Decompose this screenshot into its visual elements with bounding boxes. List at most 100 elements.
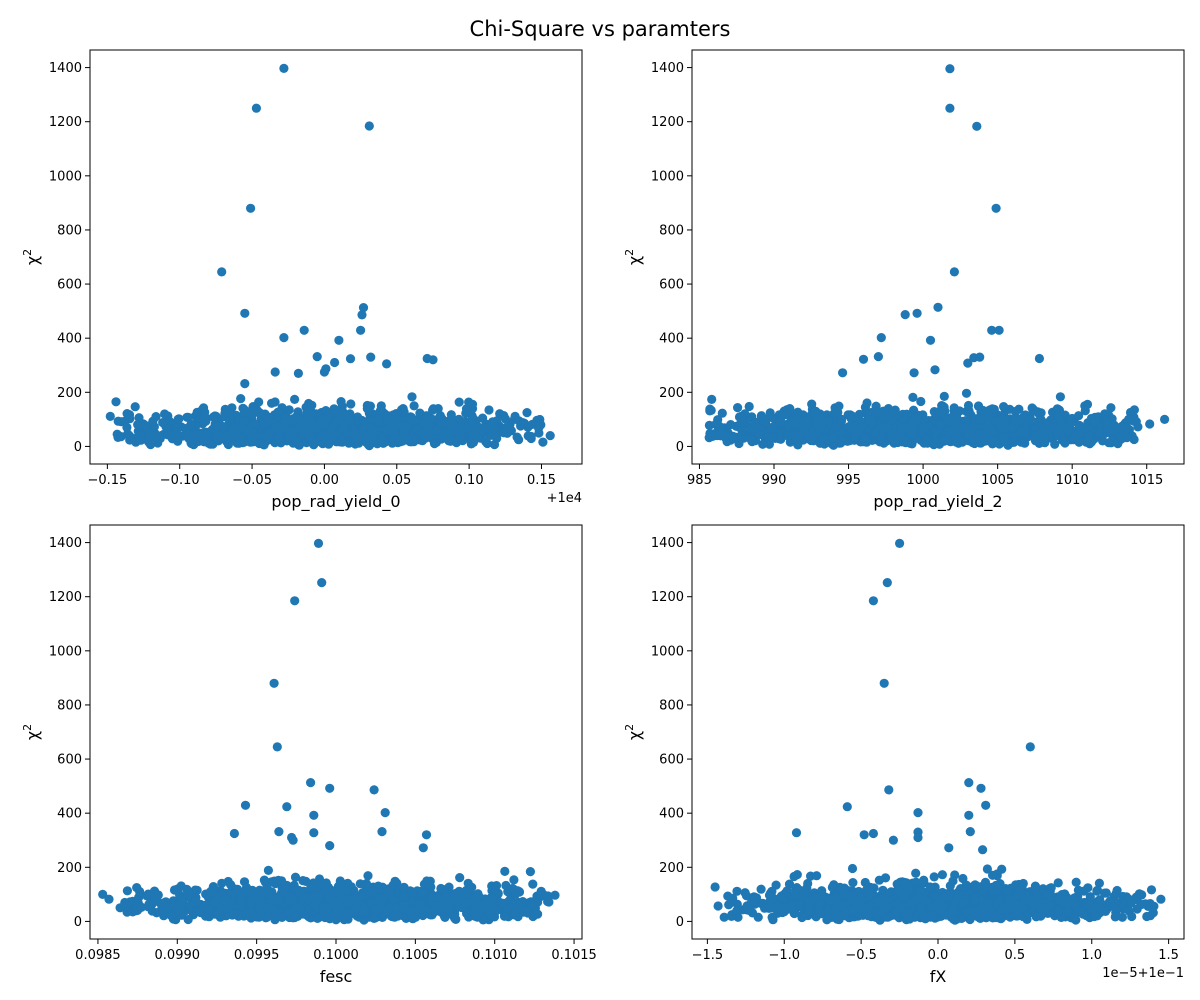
data-point [173, 432, 183, 442]
data-point [1094, 428, 1104, 438]
data-point [381, 426, 391, 436]
data-point [544, 897, 554, 907]
x-tick-label: 0.15 [527, 473, 556, 488]
data-point [346, 416, 356, 426]
data-point [310, 900, 320, 911]
x-tick-label: 0.1005 [393, 948, 439, 963]
x-tick-label: 1005 [981, 473, 1014, 488]
data-point [522, 408, 532, 418]
data-point [269, 678, 279, 688]
y-tick-label: 1400 [49, 61, 82, 76]
data-point [399, 900, 409, 910]
data-point [758, 439, 768, 449]
data-point [380, 808, 390, 818]
data-point [340, 421, 350, 431]
data-point [746, 434, 756, 444]
y-axis-label: χ2 [623, 249, 644, 265]
data-point [987, 436, 997, 446]
data-point [385, 889, 395, 899]
data-point [831, 422, 841, 432]
data-point [208, 412, 218, 422]
data-point [963, 400, 974, 411]
data-point [804, 430, 815, 440]
x-tick-label: −0.15 [87, 473, 127, 488]
data-point [1036, 408, 1046, 418]
data-point [510, 889, 521, 899]
data-point [298, 876, 308, 886]
data-point [712, 430, 722, 441]
data-point [473, 889, 483, 899]
data-point [98, 889, 108, 900]
data-point [212, 909, 222, 919]
data-point [395, 419, 405, 430]
data-point [382, 359, 392, 369]
data-point [250, 419, 260, 429]
data-point [358, 303, 369, 313]
data-point [340, 410, 350, 420]
data-point [1041, 418, 1051, 428]
data-point [441, 888, 451, 898]
data-point [1038, 431, 1048, 441]
data-point [279, 333, 289, 343]
data-point [467, 882, 477, 892]
data-point [389, 429, 399, 439]
data-point [491, 881, 502, 891]
data-point [273, 422, 283, 432]
data-point [999, 432, 1010, 442]
data-point [443, 418, 453, 428]
y-tick-label: 1000 [49, 644, 82, 659]
data-point [969, 422, 979, 432]
data-point [158, 898, 168, 908]
data-point [873, 407, 884, 417]
data-point [367, 434, 377, 445]
data-point [951, 437, 961, 447]
data-point [151, 412, 161, 422]
data-point [900, 310, 910, 320]
data-point [963, 358, 973, 368]
data-point [283, 907, 293, 917]
data-point [330, 357, 340, 368]
data-point [358, 891, 368, 901]
data-point [912, 308, 922, 318]
x-tick-label: 1010 [1056, 473, 1089, 488]
data-point [213, 430, 223, 440]
data-point [417, 429, 427, 439]
subplot-4: −1.5 −1.0 −0.5 0.0 0.5 1.0 1.50200400600800100… [623, 524, 1185, 986]
data-point [500, 414, 511, 424]
data-point [399, 882, 409, 892]
data-point [183, 412, 193, 422]
data-point [458, 436, 468, 446]
data-point [930, 365, 940, 375]
y-tick-label: 1000 [651, 169, 684, 184]
data-point [246, 898, 256, 908]
data-point [1146, 885, 1157, 895]
data-point [306, 883, 316, 893]
data-point [935, 419, 945, 429]
data-point [454, 397, 464, 407]
x-tick-label: 0.10 [455, 473, 484, 488]
data-point [1031, 430, 1041, 440]
data-point [337, 437, 347, 447]
y-tick-label: 200 [659, 386, 684, 401]
y-tick-label: 400 [57, 332, 82, 347]
data-point [332, 897, 342, 907]
data-point [428, 892, 438, 903]
y-tick-label: 800 [659, 223, 684, 238]
data-point [363, 871, 373, 881]
data-point [246, 203, 256, 213]
data-point [122, 422, 132, 432]
data-point [1113, 423, 1123, 433]
data-point [369, 887, 379, 897]
data-point [264, 412, 274, 423]
data-point [191, 897, 201, 907]
x-tick-label: −0.05 [232, 473, 272, 488]
data-point [994, 325, 1004, 335]
scatter-points [105, 63, 555, 451]
data-point [273, 896, 283, 906]
data-point [173, 414, 183, 424]
data-point [462, 907, 472, 917]
y-tick-label: 400 [57, 807, 82, 822]
data-point [200, 407, 210, 417]
data-point [1124, 415, 1134, 425]
scatter-points [98, 538, 560, 925]
